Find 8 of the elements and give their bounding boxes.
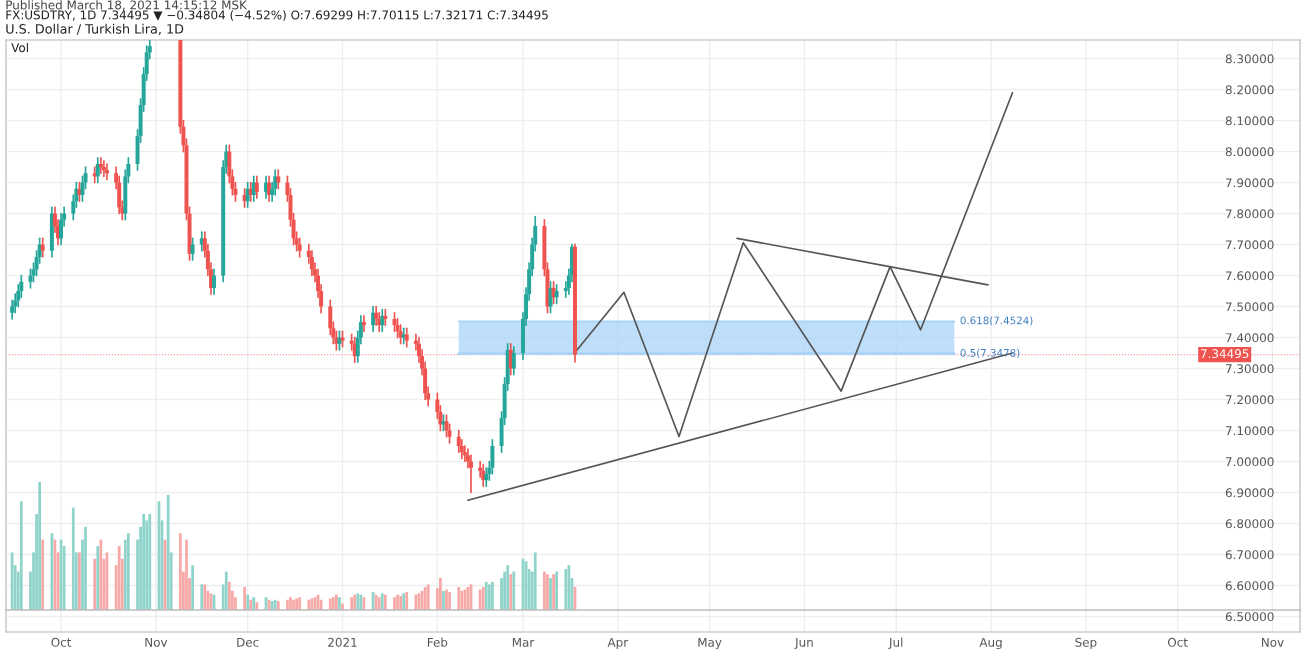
candlestick bbox=[28, 268, 33, 289]
candlestick bbox=[469, 454, 473, 494]
candlestick bbox=[456, 429, 461, 454]
candlestick bbox=[276, 169, 281, 190]
candlestick bbox=[49, 206, 54, 258]
candlestick bbox=[19, 274, 24, 299]
candlestick bbox=[212, 268, 217, 295]
candlestick bbox=[383, 308, 388, 326]
